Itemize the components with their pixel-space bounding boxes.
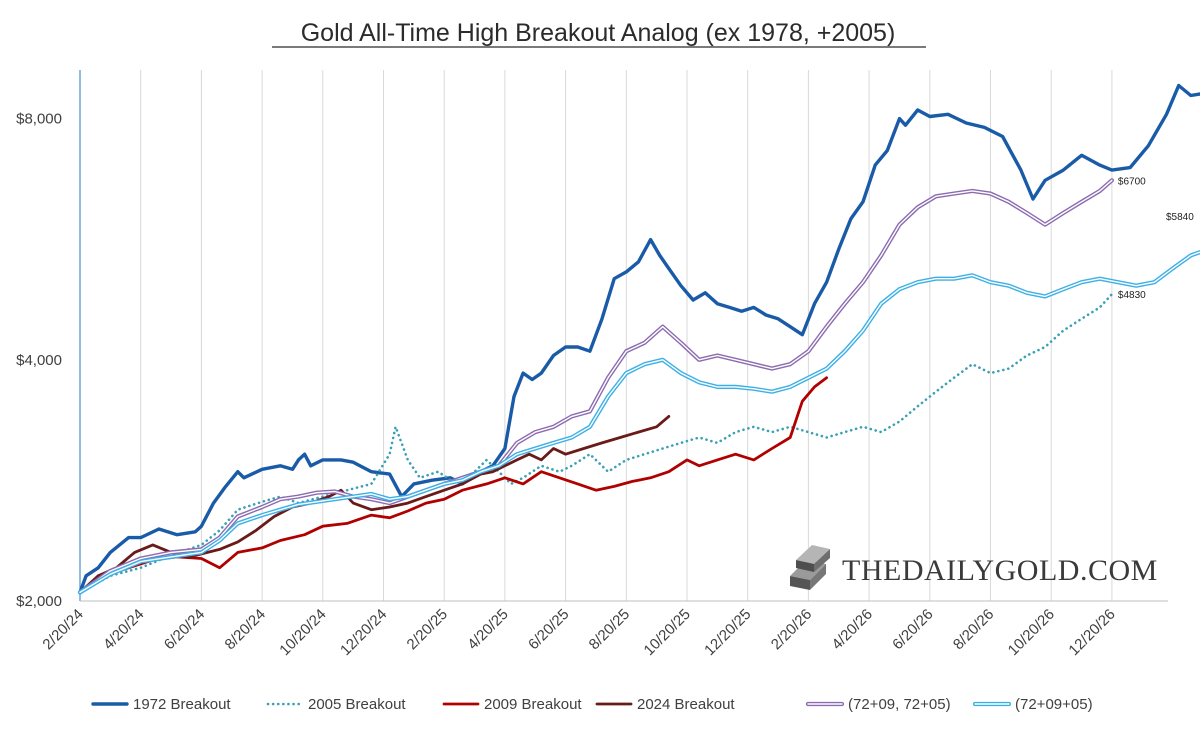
x-tick-label: 6/20/26 (889, 606, 936, 653)
end-value-label: $4830 (1118, 290, 1146, 301)
x-tick-label: 4/20/26 (829, 606, 876, 653)
x-tick-label: 12/20/26 (1065, 606, 1118, 659)
x-tick-label: 10/20/25 (641, 606, 694, 659)
end-value-label: $5840 (1166, 212, 1194, 223)
legend-label: (72+09, 72+05) (848, 696, 951, 713)
series-line-2005-breakout (78, 292, 1114, 594)
series-line-2024-breakout (78, 415, 671, 594)
gold-bars-icon (790, 545, 830, 590)
x-tick-label: 6/20/25 (525, 606, 572, 653)
x-tick-label: 2/20/26 (768, 606, 815, 653)
x-tick-label: 10/20/24 (276, 606, 329, 659)
legend-label: 2024 Breakout (637, 696, 735, 713)
y-tick-label: $8,000 (16, 111, 62, 128)
grid-layer (79, 70, 1113, 601)
series-line-2009-breakout (78, 376, 828, 594)
legend-label: (72+09+05) (1015, 696, 1093, 713)
logo: THEDAILYGOLD.COM (790, 545, 1158, 590)
end-value-label: $6700 (1118, 176, 1146, 187)
x-tick-label: 2/20/24 (39, 606, 86, 653)
x-tick-label: 4/20/25 (464, 606, 511, 653)
x-tick-label: 8/20/25 (586, 606, 633, 653)
x-tick-label: 12/20/24 (337, 606, 390, 659)
x-tick-label: 10/20/26 (1005, 606, 1058, 659)
legend-label: 2005 Breakout (308, 696, 406, 713)
x-tick-label: 12/20/25 (701, 606, 754, 659)
logo-text: THEDAILYGOLD.COM (842, 554, 1158, 587)
x-tick-label: 8/20/26 (950, 606, 997, 653)
series-layer (77, 83, 1200, 595)
x-tick-label: 4/20/24 (100, 606, 147, 653)
label-layer: $4830 $6700 $5840 (1118, 176, 1194, 301)
legend-label: 2009 Breakout (484, 696, 582, 713)
series-line--72-09-72-05- (77, 178, 1114, 595)
y-tick-label: $2,000 (16, 593, 62, 610)
series-line-inner (79, 179, 1113, 594)
series-line-inner (79, 251, 1200, 594)
x-tick-label: 6/20/24 (161, 606, 208, 653)
chart-title: Gold All-Time High Breakout Analog (ex 1… (301, 19, 896, 47)
series-line-1972-breakout (78, 83, 1200, 595)
series-line--72-09-05- (77, 249, 1200, 595)
x-tick-label: 8/20/24 (222, 606, 269, 653)
legend: 1972 Breakout 2005 Breakout 2009 Breakout 2… (91, 696, 1093, 713)
legend-label: 1972 Breakout (133, 696, 231, 713)
x-tick-label: 2/20/25 (404, 606, 451, 653)
y-tick-label: $4,000 (16, 352, 62, 369)
